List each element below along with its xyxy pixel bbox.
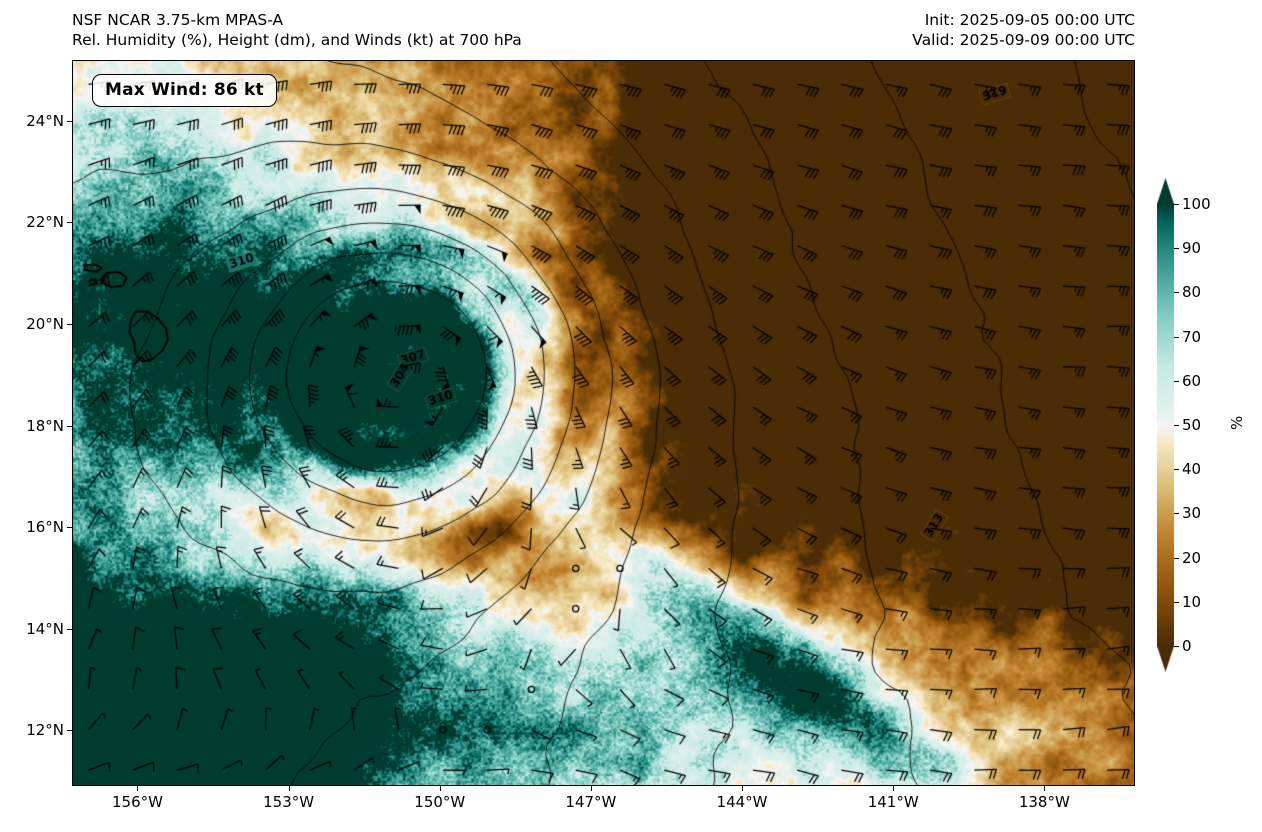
x-axis-tick-label: 144°W — [716, 793, 768, 811]
colorbar-tick-mark — [1174, 292, 1179, 294]
y-axis-tick-mark — [67, 527, 72, 529]
x-axis-tick-mark — [137, 786, 139, 791]
y-axis-tick-label: 12°N — [26, 721, 64, 740]
colorbar-tick-label: 50 — [1182, 416, 1202, 434]
colorbar-tick-mark — [1174, 204, 1179, 206]
x-axis-tick-label: 147°W — [565, 793, 617, 811]
colorbar-gradient — [1157, 178, 1174, 672]
colorbar-tick-label: 90 — [1182, 239, 1202, 258]
map-plot-area: Max Wind: 86 kt — [72, 60, 1135, 786]
y-axis-tick-mark — [67, 120, 72, 122]
x-axis-tick-label: 150°W — [414, 793, 466, 811]
x-axis-tick-label: 138°W — [1018, 793, 1070, 811]
x-axis-tick-mark — [1044, 786, 1046, 791]
colorbar-tick-mark — [1174, 425, 1179, 427]
valid-time: Valid: 2025-09-09 00:00 UTC — [912, 31, 1135, 49]
colorbar-tick-label: 20 — [1182, 548, 1202, 567]
colorbar-unit-label: % — [1228, 415, 1246, 430]
colorbar-tick-mark — [1174, 557, 1179, 559]
colorbar-tick-mark — [1174, 336, 1179, 338]
y-axis-tick-label: 20°N — [26, 315, 64, 333]
y-axis-tick-mark — [67, 324, 72, 325]
colorbar-tick-mark — [1174, 248, 1179, 250]
colorbar-tick-label: 80 — [1182, 283, 1202, 302]
x-axis-tick-mark — [893, 786, 895, 791]
field-title: Rel. Humidity (%), Height (dm), and Wind… — [72, 31, 522, 49]
colorbar-tick-label: 30 — [1182, 504, 1202, 523]
figure-title-left: NSF NCAR 3.75-km MPAS-A Rel. Humidity (%… — [72, 10, 522, 50]
x-axis-tick-label: 153°W — [263, 793, 315, 811]
y-axis-tick-label: 16°N — [26, 518, 64, 537]
colorbar-tick-mark — [1174, 380, 1179, 382]
colorbar-tick-label: 10 — [1182, 592, 1202, 611]
y-axis-tick-mark — [67, 425, 72, 427]
y-axis-tick-label: 18°N — [26, 416, 64, 435]
max-wind-annotation: Max Wind: 86 kt — [92, 74, 277, 107]
model-title: NSF NCAR 3.75-km MPAS-A — [72, 11, 284, 29]
colorbar-tick-label: 0 — [1182, 637, 1192, 655]
x-axis-tick-mark — [439, 786, 441, 791]
x-axis-tick-mark — [288, 786, 290, 791]
y-axis-tick-mark — [67, 222, 72, 224]
humidity-wind-map-canvas — [73, 61, 1134, 785]
colorbar-tick-label: 70 — [1182, 327, 1202, 346]
colorbar-tick-label: 40 — [1182, 460, 1202, 479]
x-axis-tick-mark — [590, 786, 592, 791]
init-time: Init: 2025-09-05 00:00 UTC — [924, 11, 1135, 29]
figure-title-right: Init: 2025-09-05 00:00 UTC Valid: 2025-0… — [912, 10, 1135, 50]
x-axis-tick-label: 141°W — [867, 793, 919, 811]
y-axis-tick-mark — [67, 628, 72, 630]
colorbar-tick-mark — [1174, 646, 1179, 648]
y-axis-tick-label: 22°N — [26, 213, 64, 232]
colorbar-tick-mark — [1174, 513, 1179, 515]
y-axis-tick-label: 24°N — [26, 111, 64, 130]
colorbar-tick-mark — [1174, 469, 1179, 471]
colorbar-tick-label: 100 — [1182, 195, 1211, 213]
x-axis-tick-mark — [742, 786, 744, 791]
colorbar — [1157, 178, 1174, 672]
x-axis-tick-label: 156°W — [112, 793, 163, 811]
colorbar-tick-mark — [1174, 601, 1179, 603]
y-axis-tick-label: 14°N — [26, 619, 64, 638]
colorbar-tick-label: 60 — [1182, 371, 1202, 390]
y-axis-tick-mark — [67, 730, 72, 732]
